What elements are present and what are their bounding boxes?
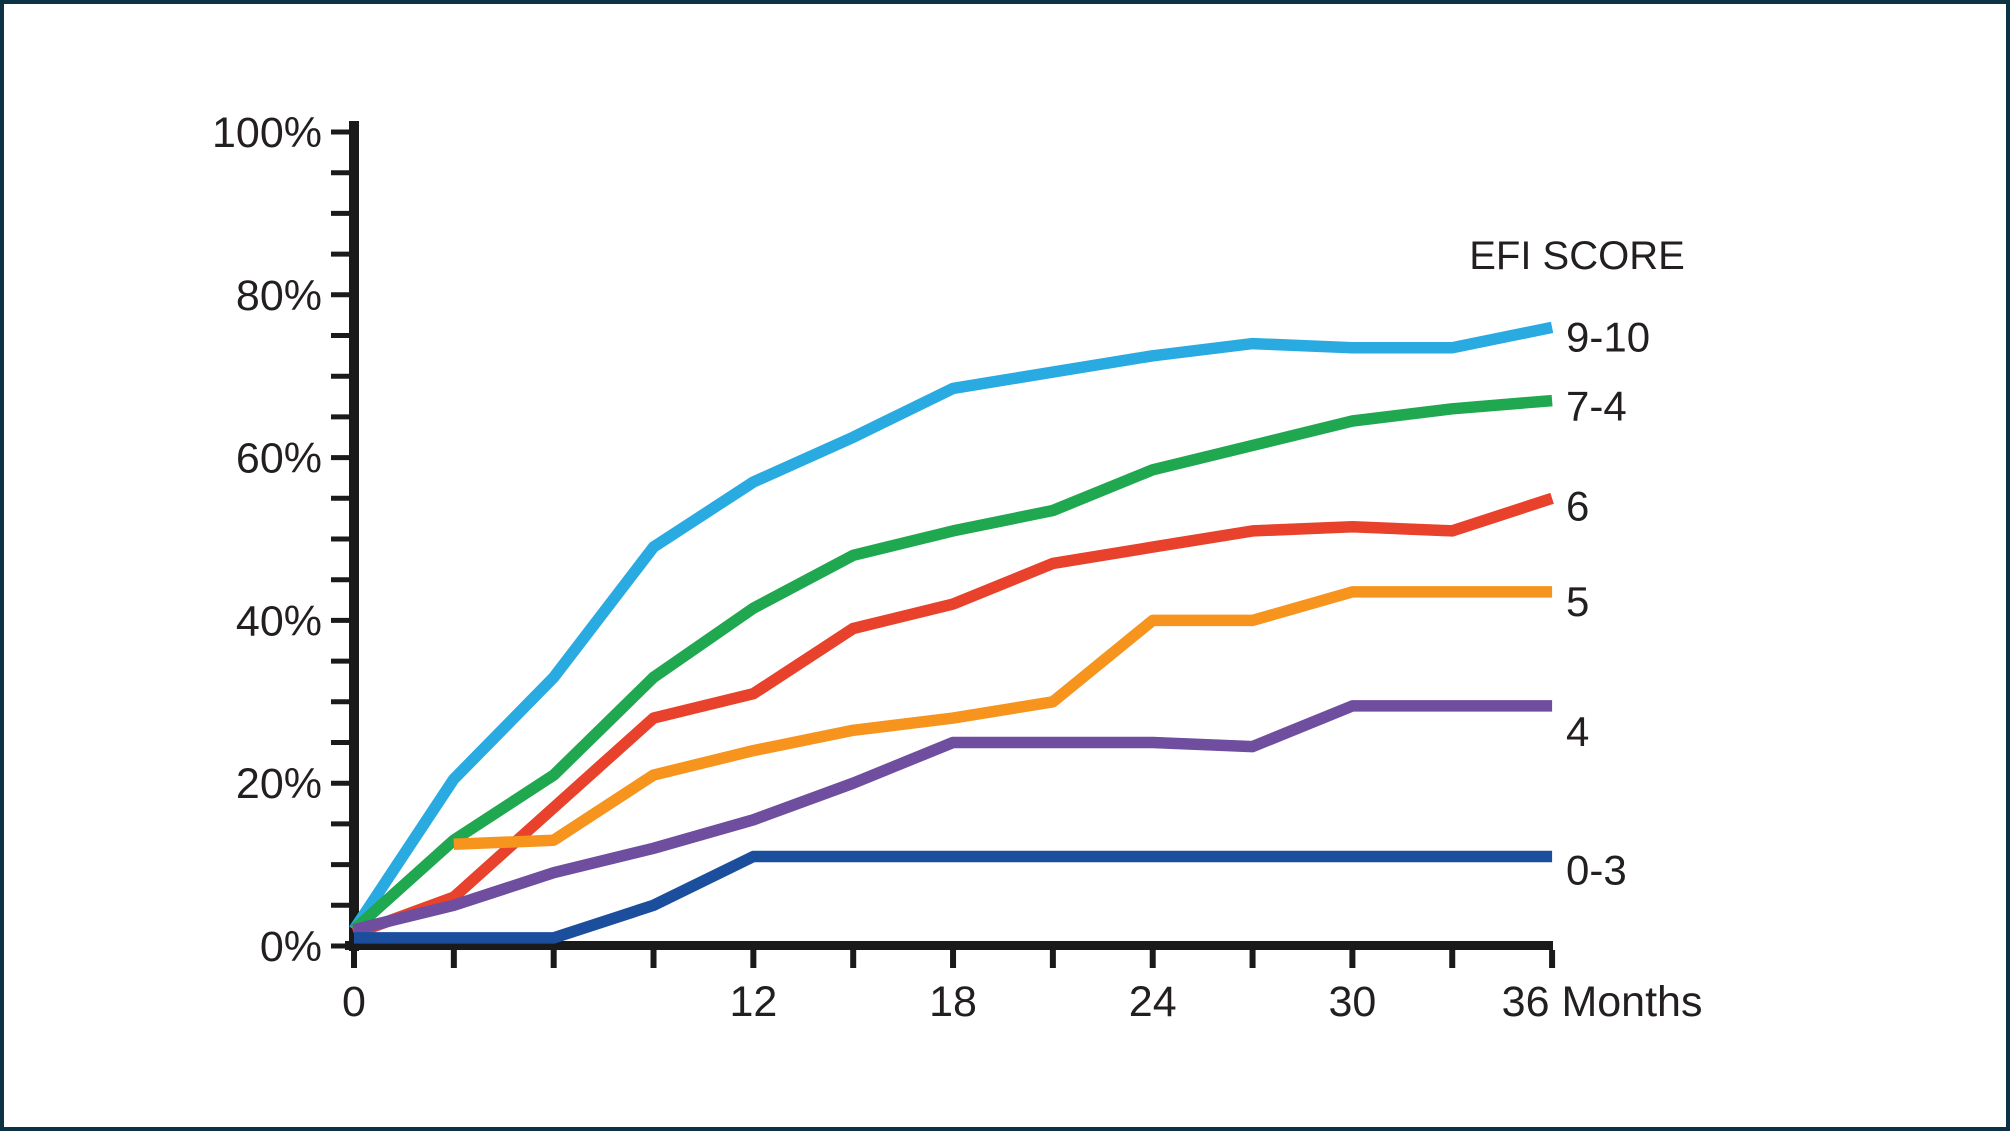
series-line-4 [352, 700, 1553, 936]
legend-label-9-10: 9-10 [1566, 313, 1650, 360]
series-line-0-3 [354, 850, 1553, 944]
kaplan-meier-line-chart: 0% 20% 40% 60% 80% 100% 0 12 18 24 30 36 Months EFI… [212, 109, 1702, 1026]
axis-ticks [331, 129, 1556, 968]
y-axis-label: 100% [212, 109, 322, 157]
y-axis-label: 0% [260, 923, 322, 971]
y-axis-label: 20% [236, 760, 322, 808]
x-axis-label: 24 [1129, 978, 1177, 1026]
y-axis-label: 40% [236, 597, 322, 645]
x-axis-label: 18 [929, 978, 977, 1026]
axis-tick-labels: 0% 20% 40% 60% 80% 100% 0 12 18 24 30 36 Months [212, 109, 1702, 1026]
y-axis-label: 80% [236, 272, 322, 320]
axis-lines [345, 121, 1553, 951]
series-lines [349, 321, 1554, 944]
y-axis-label: 60% [236, 435, 322, 483]
x-axis-line [345, 941, 1553, 950]
legend-label-6: 6 [1566, 482, 1589, 529]
series-line-7-4 [350, 394, 1553, 934]
series-line-9-10 [349, 321, 1554, 933]
legend-label-0-3: 0-3 [1566, 846, 1627, 893]
legend-label-7-4: 7-4 [1566, 383, 1627, 430]
legend-label-5: 5 [1566, 578, 1589, 625]
legend-labels: 9-10 7-4 6 5 4 0-3 [1566, 313, 1650, 893]
x-axis-label: 30 [1328, 978, 1376, 1026]
x-axis-label: 12 [729, 978, 777, 1026]
series-line-5 [453, 586, 1553, 851]
x-axis-label: 0 [342, 978, 366, 1026]
legend-title: EFI SCORE [1469, 234, 1685, 278]
x-axis-label-months: 36 Months [1502, 978, 1703, 1026]
y-axis-line [349, 121, 359, 951]
legend-label-4: 4 [1566, 708, 1589, 755]
series-line-6 [352, 492, 1554, 940]
